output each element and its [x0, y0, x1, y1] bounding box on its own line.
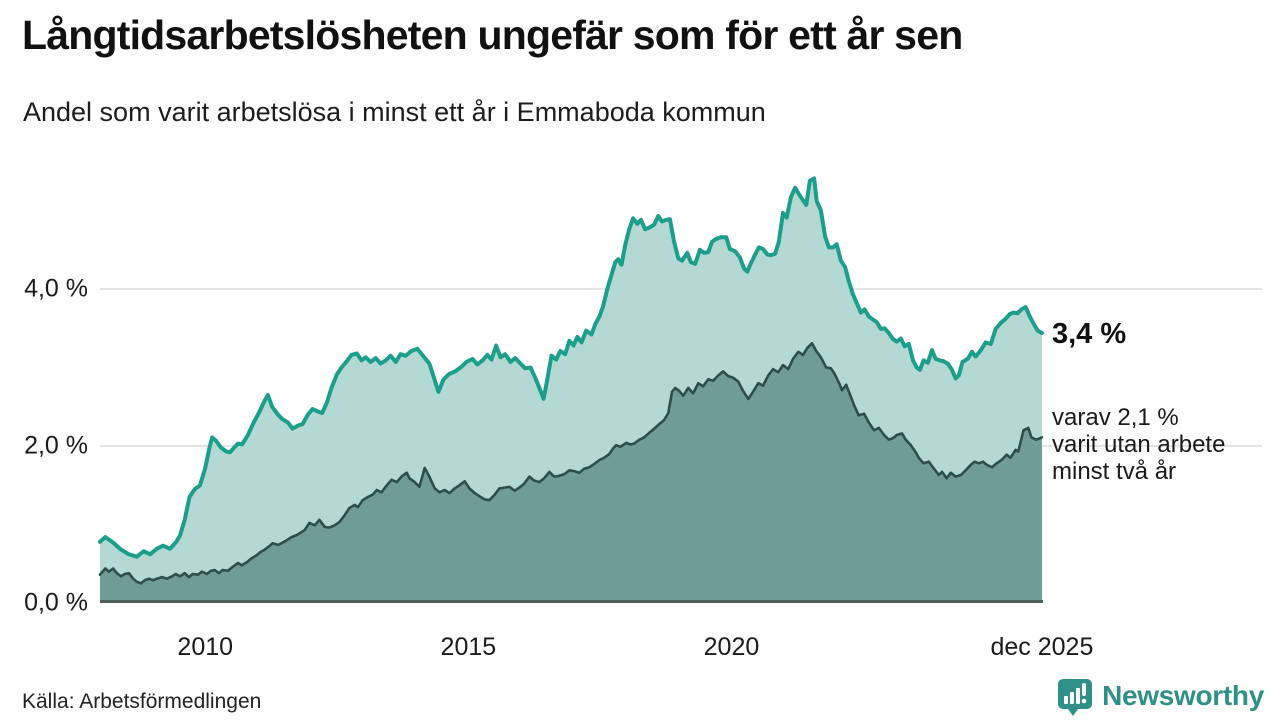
source-attribution: Källa: Arbetsförmedlingen [22, 690, 262, 713]
series-one-year-line [98, 176, 1044, 559]
annotation-line: minst två år [1052, 458, 1177, 485]
page-subtitle: Andel som varit arbetslösa i minst ett å… [23, 97, 766, 127]
series-two-year-line [98, 341, 1044, 585]
latest-value-label: 3,4 % [1052, 318, 1127, 350]
newsworthy-logo-icon [1058, 679, 1093, 716]
page-title: Långtidsarbetslösheten ungefär som för e… [22, 12, 963, 58]
x-tick-label: 2020 [703, 633, 760, 661]
annotation-line: varit utan arbete [1052, 431, 1226, 458]
logo-exclamation-dot [1081, 698, 1087, 704]
x-tick-label: dec 2025 [990, 633, 1094, 661]
y-tick-label: 0,0 % [24, 588, 88, 617]
newsworthy-branding: Newsworthy [1056, 676, 1264, 716]
logo-bar-medium [1070, 692, 1075, 704]
y-tick-label: 2,0 % [24, 431, 88, 460]
secondary-series-annotation: varav 2,1 % varit utan arbete minst två … [1052, 404, 1272, 485]
annotation-line: varav 2,1 % [1052, 404, 1179, 431]
y-tick-label: 4,0 % [24, 274, 88, 303]
logo-bar-large [1076, 688, 1081, 704]
logo-bar-small [1064, 696, 1069, 704]
series-two-year-area [100, 343, 1042, 603]
x-tick-label: 2015 [440, 633, 497, 661]
logo-exclamation-stem [1082, 683, 1087, 696]
brand-name: Newsworthy [1102, 680, 1264, 711]
x-tick-label: 2010 [177, 633, 234, 661]
